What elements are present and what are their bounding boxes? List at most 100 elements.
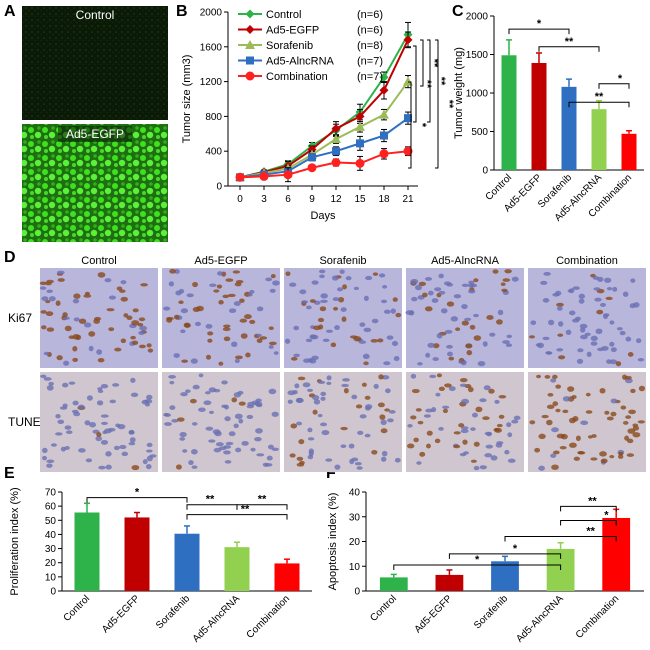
d-nucleus xyxy=(307,388,313,392)
d-column-header-ad5-alncrna: Ad5-AlncRNA xyxy=(431,255,500,267)
d-nucleus xyxy=(462,439,468,445)
d-nucleus xyxy=(108,327,115,332)
b-legend-marker xyxy=(245,25,255,34)
b-y-tick-label: 400 xyxy=(205,147,222,158)
d-nucleus xyxy=(593,287,601,291)
d-nucleus xyxy=(256,453,265,457)
d-nucleus xyxy=(438,386,445,392)
d-nucleus xyxy=(180,392,188,397)
d-nucleus xyxy=(139,325,148,331)
d-nucleus xyxy=(130,392,139,398)
d-nucleus xyxy=(606,359,612,364)
b-data-point xyxy=(355,121,365,131)
d-nucleus xyxy=(410,415,417,420)
d-nucleus xyxy=(342,284,347,290)
d-nucleus xyxy=(351,394,358,400)
d-nucleus xyxy=(576,358,584,364)
d-nucleus xyxy=(97,387,103,391)
d-nucleus xyxy=(231,341,238,348)
d-nucleus xyxy=(181,359,188,363)
d-nucleus xyxy=(64,425,72,430)
d-image-ki67-control xyxy=(39,268,158,368)
d-nucleus xyxy=(131,464,140,471)
d-nucleus xyxy=(348,443,355,449)
f-y-tick-label: 40 xyxy=(349,488,361,499)
e-bar-ad5-egfp xyxy=(124,517,150,591)
d-nucleus xyxy=(610,411,617,417)
d-nucleus xyxy=(364,395,371,400)
d-nucleus xyxy=(41,296,49,302)
e-bar-combination xyxy=(274,563,300,591)
d-nucleus xyxy=(411,388,420,394)
d-nucleus xyxy=(365,404,373,410)
d-nucleus xyxy=(132,308,139,313)
d-nucleus xyxy=(466,350,473,356)
d-nucleus xyxy=(179,432,187,438)
d-nucleus xyxy=(496,441,504,445)
d-nucleus xyxy=(565,329,572,336)
d-nucleus xyxy=(171,418,179,423)
d-nucleus xyxy=(182,449,188,453)
d-nucleus xyxy=(332,297,340,302)
d-nucleus xyxy=(546,404,555,410)
d-nucleus xyxy=(138,344,146,349)
d-nucleus xyxy=(380,456,387,462)
c-y-tick-label: 1000 xyxy=(466,89,489,100)
d-column-header-ad5-egfp: Ad5-EGFP xyxy=(194,255,247,267)
e-significance-bracket xyxy=(186,514,288,520)
d-nucleus xyxy=(579,334,588,340)
d-nucleus xyxy=(334,464,341,470)
d-nucleus xyxy=(436,373,442,378)
d-nucleus xyxy=(45,281,52,286)
d-nucleus xyxy=(498,394,507,399)
d-nucleus xyxy=(41,447,48,454)
d-image-tunel-ad5-alncrna xyxy=(406,372,524,472)
d-nucleus xyxy=(359,322,366,327)
ad5-egfp-image-label: Ad5-EGFP xyxy=(66,127,124,141)
d-nucleus xyxy=(307,427,313,433)
d-nucleus xyxy=(112,383,120,387)
d-nucleus xyxy=(419,451,426,457)
d-nucleus xyxy=(40,374,47,379)
d-nucleus xyxy=(340,307,347,312)
d-nucleus xyxy=(56,270,65,275)
d-nucleus xyxy=(290,423,298,429)
d-nucleus xyxy=(468,280,475,285)
b-legend-marker xyxy=(245,40,255,49)
d-nucleus xyxy=(41,325,47,330)
d-image-ki67-ad5-alncrna xyxy=(405,268,524,368)
b-data-point xyxy=(259,171,269,181)
d-nucleus xyxy=(270,274,276,279)
d-nucleus xyxy=(534,447,541,453)
d-image-ki67-combination xyxy=(528,268,646,368)
f-bar-sorafenib xyxy=(491,561,519,591)
d-nucleus xyxy=(114,347,122,352)
d-nucleus xyxy=(227,293,236,298)
d-nucleus xyxy=(188,460,194,466)
d-nucleus xyxy=(73,293,81,299)
f-bar-ad5-egfp xyxy=(435,574,464,591)
d-nucleus xyxy=(228,431,236,437)
d-nucleus xyxy=(268,388,277,395)
b-x-tick-label: 15 xyxy=(354,194,366,205)
b-y-tick-label: 2000 xyxy=(200,8,223,19)
d-nucleus xyxy=(93,316,102,321)
d-nucleus xyxy=(431,406,437,413)
d-nucleus xyxy=(215,442,224,447)
d-nucleus xyxy=(234,358,240,364)
c-significance-label: ** xyxy=(565,36,574,48)
b-data-point xyxy=(355,158,365,168)
b-data-point xyxy=(332,147,340,156)
d-nucleus xyxy=(176,417,185,422)
d-nucleus xyxy=(353,286,359,291)
d-nucleus xyxy=(174,269,180,274)
d-nucleus xyxy=(343,387,349,394)
d-nucleus xyxy=(371,318,379,324)
d-nucleus xyxy=(72,400,79,406)
d-nucleus xyxy=(494,427,502,433)
d-nucleus xyxy=(239,318,248,323)
d-nucleus xyxy=(591,434,597,438)
d-nucleus xyxy=(273,351,279,355)
d-nucleus xyxy=(42,455,47,461)
d-nucleus xyxy=(605,296,613,301)
